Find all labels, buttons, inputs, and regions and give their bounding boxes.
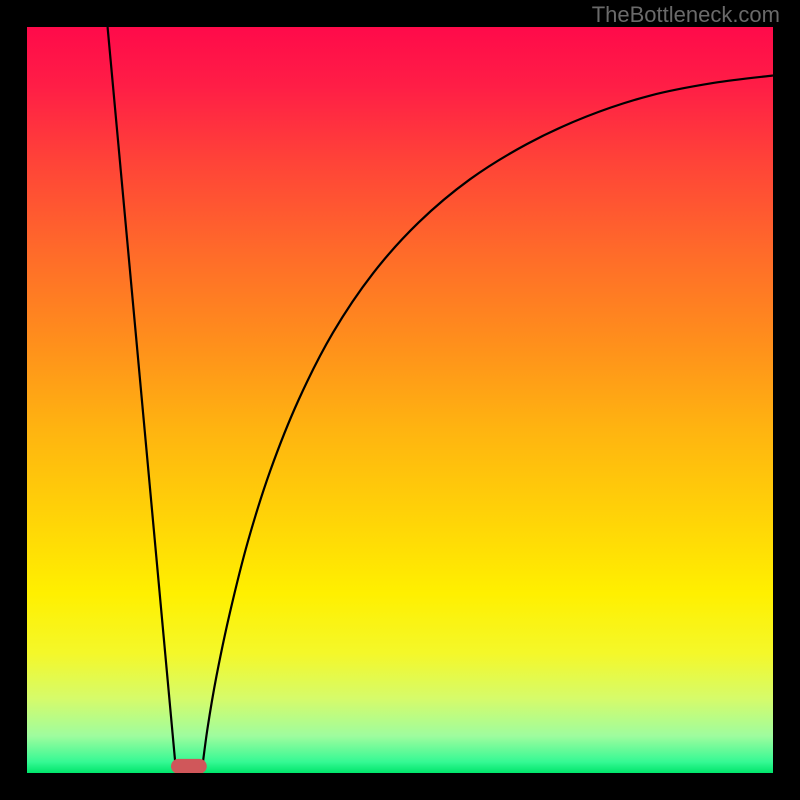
chart-svg [27, 27, 773, 773]
attribution-label: TheBottleneck.com [592, 2, 780, 28]
plot-area [27, 27, 773, 773]
chart-frame: TheBottleneck.com [0, 0, 800, 800]
gradient-background [27, 27, 773, 773]
trough-marker [171, 759, 207, 773]
